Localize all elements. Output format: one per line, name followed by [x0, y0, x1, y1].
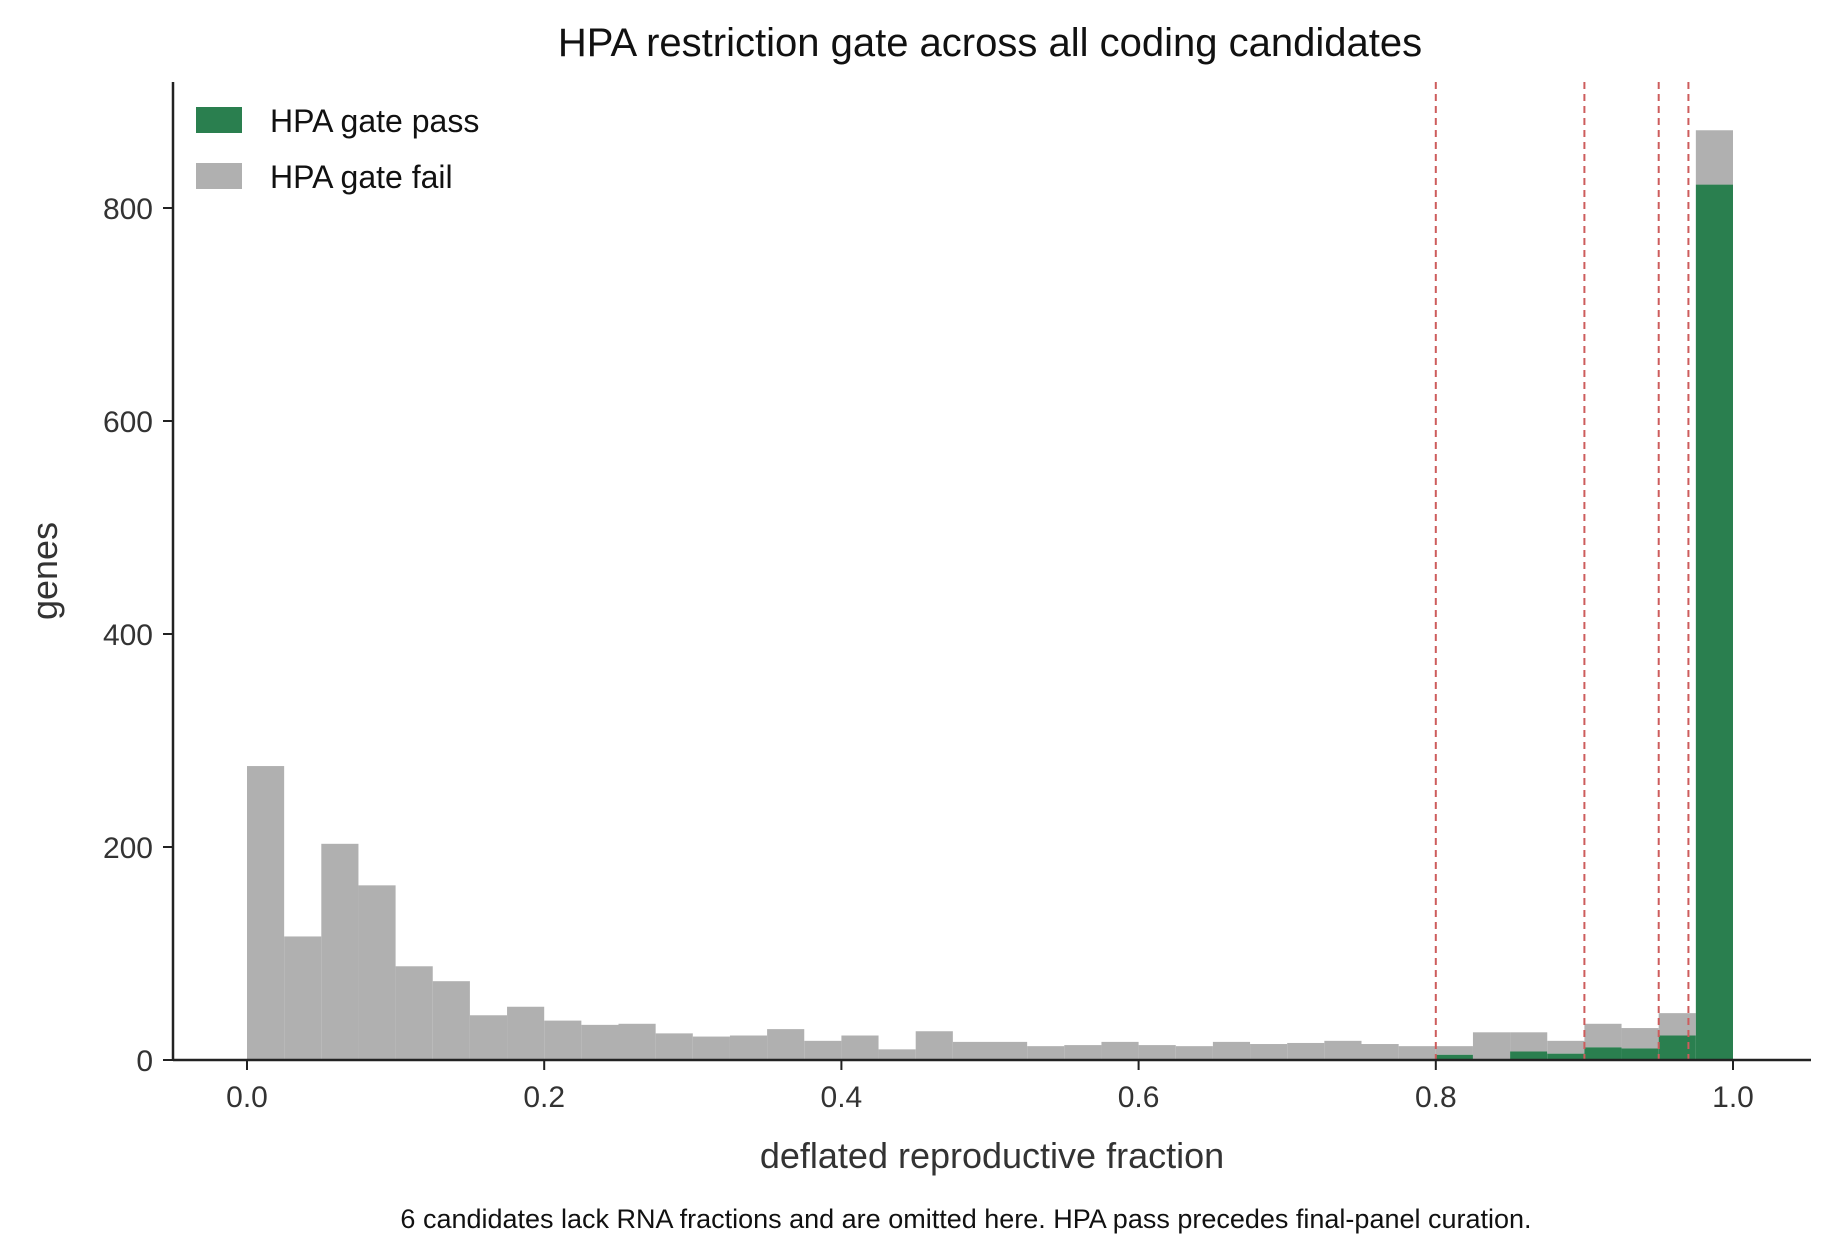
bar-pass	[1658, 1035, 1696, 1060]
bar-fail	[432, 981, 470, 1060]
bar-fail	[1361, 1044, 1399, 1060]
x-ticks: 0.0 0.2 0.4 0.6 0.8 1.0	[226, 1060, 1754, 1114]
bar-fail	[1510, 1032, 1548, 1052]
bar-fail	[395, 966, 433, 1060]
y-ticks: 0 200 400 600 800	[103, 193, 173, 1078]
bar-pass	[1510, 1051, 1548, 1060]
bar-fail	[469, 1015, 508, 1060]
threshold-lines	[1434, 82, 1690, 1060]
bar-fail	[507, 1006, 545, 1060]
bar-fail	[990, 1041, 1028, 1060]
bar-fail	[284, 936, 322, 1060]
bar-fail	[1324, 1040, 1362, 1060]
bar-fail	[1547, 1040, 1585, 1054]
x-axis-label: deflated reproductive fraction	[760, 1135, 1224, 1176]
bar-fail	[1250, 1044, 1288, 1060]
bar-fail	[878, 1049, 916, 1060]
bar-pass	[1435, 1054, 1473, 1060]
chart-title: HPA restriction gate across all coding c…	[558, 21, 1422, 65]
bar-fail	[1621, 1028, 1659, 1049]
bar-fail	[581, 1024, 619, 1060]
bar-pass	[1584, 1047, 1622, 1060]
bar-fail	[915, 1031, 953, 1060]
bar-fail	[1064, 1045, 1102, 1060]
x-tick-label: 0.2	[523, 1081, 565, 1114]
bar-fail	[952, 1041, 990, 1060]
chart-caption: 6 candidates lack RNA fractions and are …	[400, 1204, 1531, 1234]
y-tick-label: 800	[103, 193, 153, 226]
bar-fail	[767, 1029, 805, 1060]
legend-swatch-pass	[196, 107, 242, 133]
bar-fail	[1584, 1023, 1622, 1048]
bar-fail	[1287, 1042, 1325, 1060]
bar-fail	[1175, 1046, 1213, 1060]
bar-fail	[1138, 1045, 1176, 1060]
legend-label-fail: HPA gate fail	[270, 159, 453, 195]
bar-fail	[729, 1035, 768, 1060]
bar-pass	[1695, 184, 1733, 1060]
y-tick-label: 200	[103, 832, 153, 865]
bars-layer	[247, 130, 1733, 1060]
legend-swatch-fail	[196, 163, 242, 189]
bar-fail	[692, 1036, 730, 1060]
bar-fail	[1212, 1041, 1251, 1060]
bar-fail	[358, 885, 396, 1060]
bar-fail	[618, 1023, 656, 1060]
bar-pass	[1547, 1053, 1585, 1060]
bar-fail	[1658, 1013, 1696, 1036]
bar-fail	[1435, 1046, 1473, 1055]
bar-fail	[655, 1033, 693, 1060]
y-tick-label: 400	[103, 619, 153, 652]
bar-pass	[1621, 1048, 1659, 1060]
bar-fail	[544, 1020, 582, 1060]
bar-fail	[247, 766, 285, 1060]
x-tick-label: 0.4	[821, 1081, 863, 1114]
bar-fail	[1101, 1041, 1139, 1060]
y-tick-label: 600	[103, 406, 153, 439]
bar-fail	[1398, 1046, 1436, 1060]
x-tick-label: 0.8	[1415, 1081, 1457, 1114]
x-tick-label: 1.0	[1712, 1081, 1754, 1114]
bar-fail	[804, 1040, 842, 1060]
bar-fail	[321, 843, 359, 1060]
bar-fail	[1472, 1032, 1511, 1060]
y-axis-label: genes	[24, 522, 65, 620]
y-tick-label: 0	[136, 1045, 153, 1078]
x-tick-label: 0.0	[226, 1081, 268, 1114]
legend-label-pass: HPA gate pass	[270, 103, 479, 139]
bar-fail	[1027, 1046, 1065, 1060]
x-tick-label: 0.6	[1118, 1081, 1160, 1114]
legend: HPA gate pass HPA gate fail	[196, 103, 479, 195]
bar-fail	[841, 1035, 879, 1060]
bar-fail	[1695, 130, 1733, 185]
